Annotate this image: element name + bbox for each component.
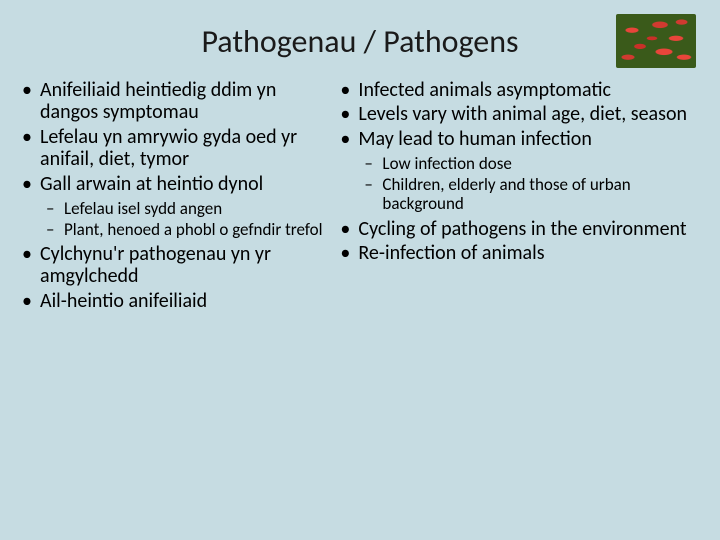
bullet-text: Infected animals asymptomatic — [358, 78, 611, 102]
list-item: Gall arwain at heintio dynol Lefelau ise… — [40, 173, 336, 239]
bullet-text: Ail-heintio anifeiliaid — [40, 289, 207, 313]
sub-list-item: Lefelau isel sydd angen — [64, 199, 336, 219]
list-item: Cycling of pathogens in the environment — [358, 218, 702, 240]
list-item: Lefelau yn amrywio gyda oed yr anifail, … — [40, 126, 336, 171]
left-list: Anifeiliaid heintiedig ddim yn dangos sy… — [22, 79, 336, 312]
bullet-text: Lefelau yn amrywio gyda oed yr anifail, … — [40, 125, 297, 171]
bullet-text: Anifeiliaid heintiedig ddim yn dangos sy… — [40, 78, 276, 124]
list-item: Ail-heintio anifeiliaid — [40, 290, 336, 312]
right-column: Infected animals asymptomatic Levels var… — [340, 79, 702, 314]
sub-list-item: Children, elderly and those of urban bac… — [382, 175, 702, 214]
right-list: Infected animals asymptomatic Levels var… — [340, 79, 702, 265]
bullet-text: Cycling of pathogens in the environment — [358, 217, 686, 241]
bullet-text: Levels vary with animal age, diet, seaso… — [358, 102, 687, 126]
list-item: Cylchynu'r pathogenau yn yr amgylchedd — [40, 243, 336, 288]
bullet-text: Re-infection of animals — [358, 241, 544, 265]
right-sublist: Low infection dose Children, elderly and… — [358, 154, 702, 214]
list-item: Levels vary with animal age, diet, seaso… — [358, 103, 702, 125]
list-item: Anifeiliaid heintiedig ddim yn dangos sy… — [40, 79, 336, 124]
list-item: Re-infection of animals — [358, 242, 702, 264]
left-sublist: Lefelau isel sydd angen Plant, henoed a … — [40, 199, 336, 239]
bullet-text: May lead to human infection — [358, 127, 591, 151]
bacteria-image — [616, 14, 696, 68]
left-column: Anifeiliaid heintiedig ddim yn dangos sy… — [22, 79, 336, 314]
bullet-text: Cylchynu'r pathogenau yn yr amgylchedd — [40, 242, 271, 288]
sub-list-item: Plant, henoed a phobl o gefndir trefol — [64, 220, 336, 240]
sub-list-item: Low infection dose — [382, 154, 702, 174]
slide-title: Pathogenau / Pathogens — [0, 0, 720, 79]
list-item: May lead to human infection Low infectio… — [358, 128, 702, 214]
list-item: Infected animals asymptomatic — [358, 79, 702, 101]
bullet-text: Gall arwain at heintio dynol — [40, 172, 263, 196]
content-columns: Anifeiliaid heintiedig ddim yn dangos sy… — [0, 79, 720, 314]
